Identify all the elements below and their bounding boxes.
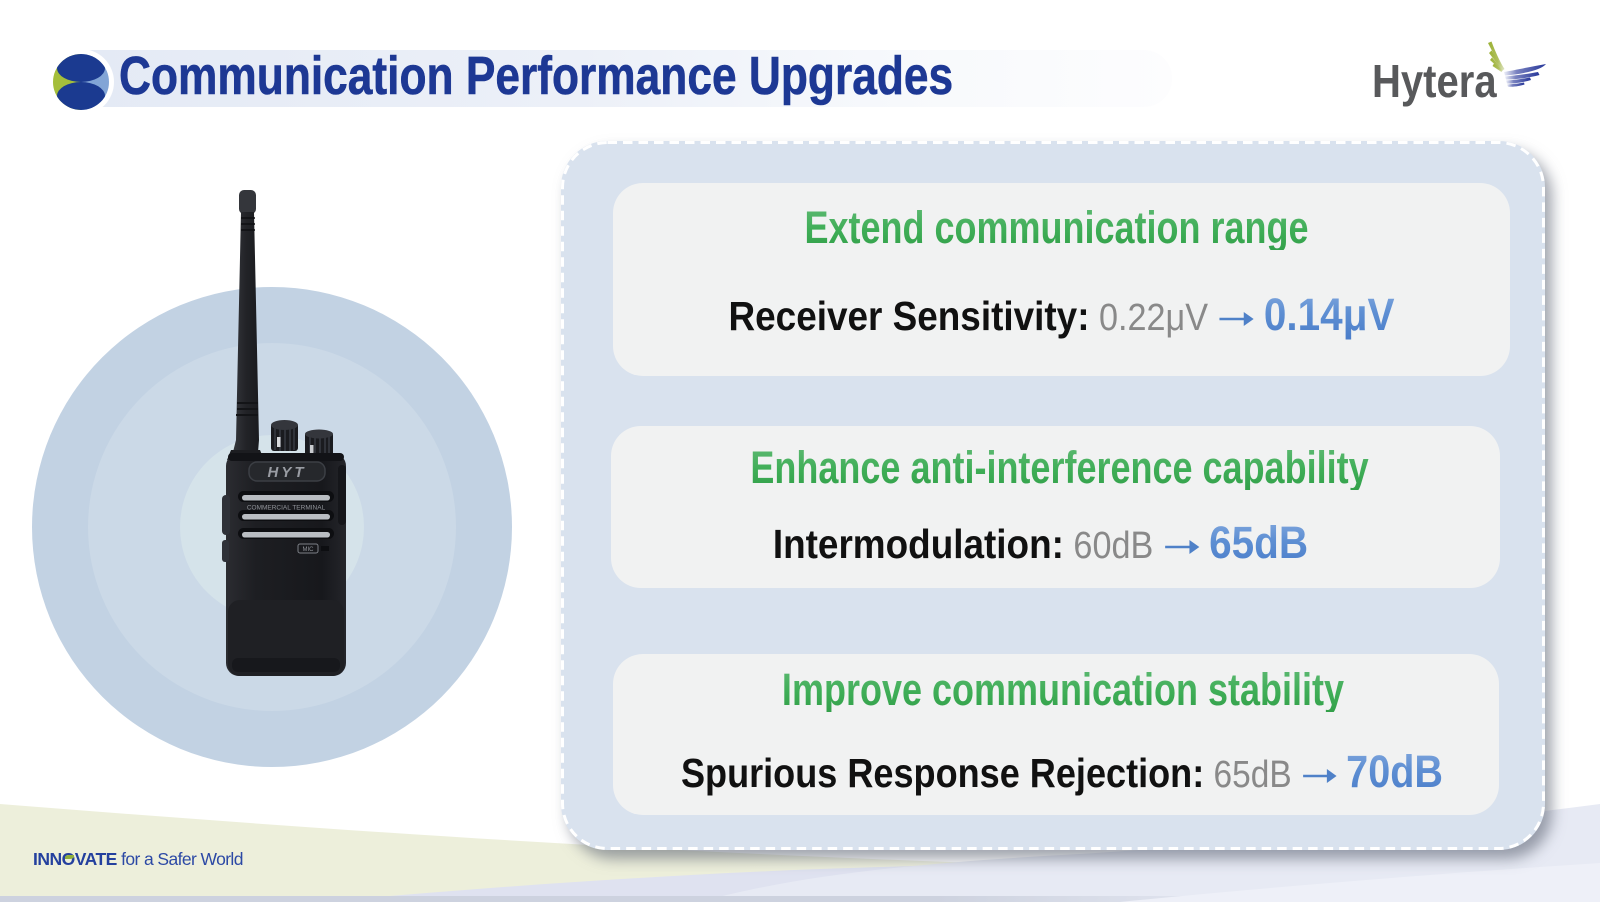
svg-text:MIC: MIC bbox=[303, 547, 315, 553]
svg-text:HYT: HYT bbox=[268, 464, 307, 481]
svg-text:COMMERCIAL TERMINAL: COMMERCIAL TERMINAL bbox=[247, 505, 326, 512]
